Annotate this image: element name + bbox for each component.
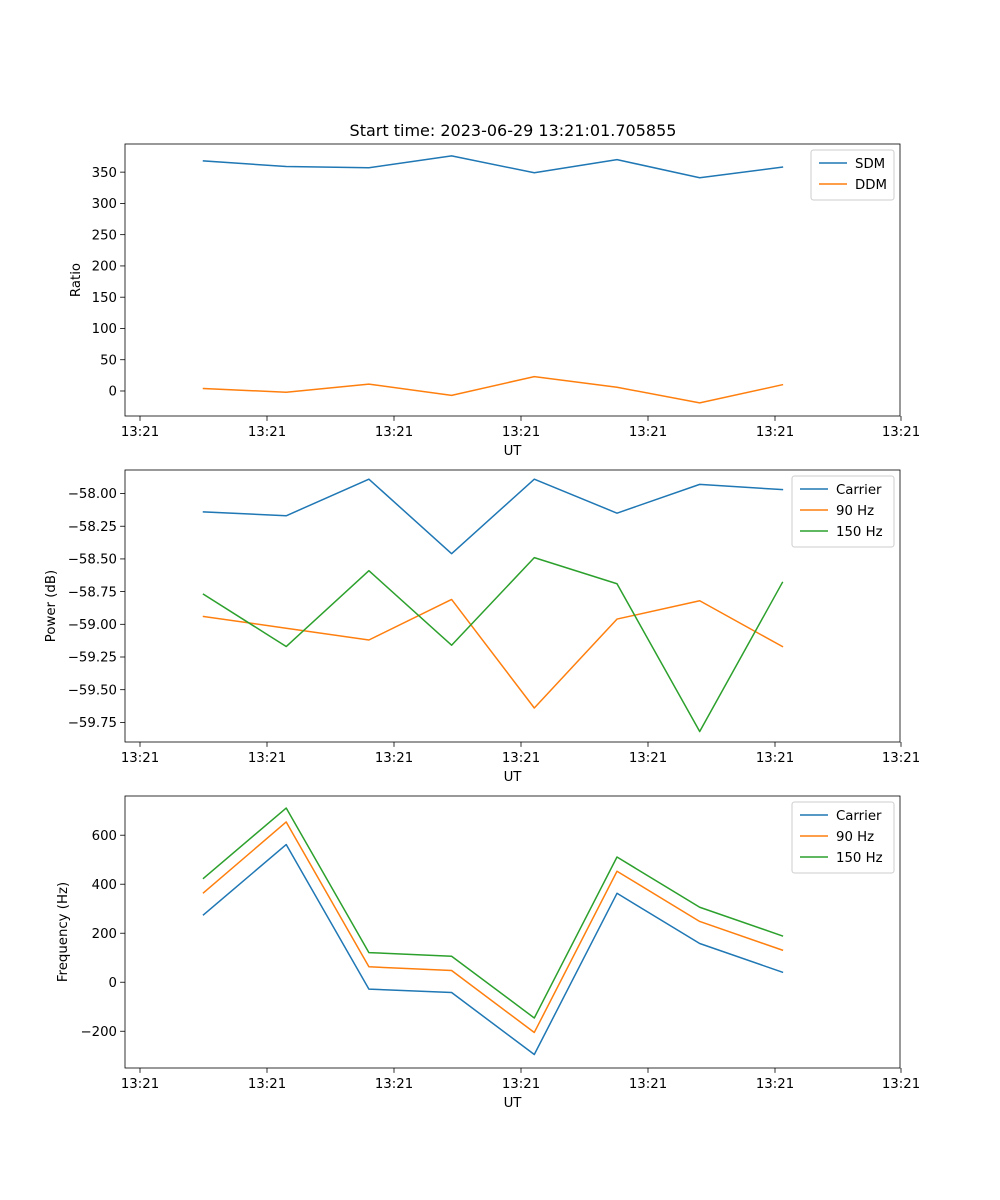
y-tick-label: 300 (92, 197, 117, 212)
y-tick-label: −58.25 (68, 520, 117, 535)
frequency-panel: 13:21 13:21 13:21 13:21 13:21 13:21 13:21 −200 0… (56, 795, 920, 1111)
y-tick-label: 250 (92, 228, 117, 243)
y-tick-label: −59.50 (68, 683, 117, 698)
x-tick-label: 13:21 (121, 1077, 159, 1092)
y-tick-label: 400 (92, 878, 117, 893)
power-panel: 13:21 13:21 13:21 13:21 13:21 13:21 13:21 −59.7… (44, 469, 920, 785)
x-tick-label: 13:21 (629, 1077, 667, 1092)
x-tick-label: 13:21 (882, 1077, 920, 1092)
series-line-sdm (202, 155, 784, 179)
x-axis-label: UT (504, 1096, 523, 1111)
y-tick-label: −59.25 (68, 651, 117, 666)
legend-box (791, 475, 895, 548)
y-tick-label: 200 (92, 260, 117, 275)
y-tick-label: 200 (92, 927, 117, 942)
y-axis-label: Frequency (Hz) (56, 882, 71, 982)
ratio-panel: 13:21 13:21 13:21 13:21 13:21 13:21 13:21 0 50 10… (69, 143, 920, 459)
legend-label: 150 Hz (836, 851, 883, 866)
axes-frame (124, 143, 901, 417)
x-tick-label: 13:21 (882, 425, 920, 440)
x-tick-label: 13:21 (121, 751, 159, 766)
series-line-carrier (202, 843, 784, 1056)
y-tick-label: 100 (92, 322, 117, 337)
y-tick-label: −58.00 (68, 487, 117, 502)
x-tick-label: 13:21 (121, 425, 159, 440)
legend: Carrier 90 Hz 150 Hz (791, 475, 895, 548)
x-tick-label: 13:21 (375, 751, 413, 766)
x-tick-label: 13:21 (502, 1077, 540, 1092)
y-tick-label: −59.75 (68, 716, 117, 731)
x-tick-label: 13:21 (248, 425, 286, 440)
x-tick-label: 13:21 (756, 425, 794, 440)
x-tick-label: 13:21 (502, 751, 540, 766)
series-line-90-hz (202, 598, 784, 709)
y-axis-label: Power (dB) (44, 570, 59, 642)
series-line-90-hz (202, 821, 784, 1034)
legend-label: DDM (855, 178, 887, 193)
axes-frame (124, 469, 901, 743)
legend-label: Carrier (836, 483, 882, 498)
legend: Carrier 90 Hz 150 Hz (791, 801, 895, 874)
legend: SDM DDM (810, 149, 895, 201)
y-tick-label: −58.75 (68, 585, 117, 600)
x-axis-label: UT (504, 770, 523, 785)
x-tick-label: 13:21 (248, 751, 286, 766)
y-tick-label: 350 (92, 166, 117, 181)
x-tick-label: 13:21 (756, 751, 794, 766)
legend-label: Carrier (836, 809, 882, 824)
legend-label: 150 Hz (836, 525, 883, 540)
series-line-ddm (202, 375, 784, 404)
axes-frame (124, 795, 901, 1069)
series-line-150-hz (202, 807, 784, 1019)
y-tick-label: 150 (92, 291, 117, 306)
x-tick-label: 13:21 (375, 1077, 413, 1092)
y-axis-label: Ratio (69, 263, 84, 297)
x-tick-label: 13:21 (629, 425, 667, 440)
x-tick-label: 13:21 (502, 425, 540, 440)
x-tick-label: 13:21 (882, 751, 920, 766)
x-tick-label: 13:21 (756, 1077, 794, 1092)
y-tick-label: 0 (109, 976, 117, 991)
series-line-150-hz (202, 556, 784, 733)
y-tick-label: 0 (109, 385, 117, 400)
x-tick-label: 13:21 (375, 425, 413, 440)
y-tick-label: 600 (92, 829, 117, 844)
x-tick-label: 13:21 (248, 1077, 286, 1092)
x-tick-label: 13:21 (629, 751, 667, 766)
chart-title: Start time: 2023-06-29 13:21:01.705855 (350, 121, 677, 140)
legend-box (791, 801, 895, 874)
y-tick-label: 50 (100, 353, 117, 368)
series-line-carrier (202, 478, 784, 555)
legend-label: 90 Hz (836, 830, 874, 845)
y-tick-label: −200 (80, 1025, 117, 1040)
legend-label: 90 Hz (836, 504, 874, 519)
x-axis-label: UT (504, 444, 523, 459)
legend-label: SDM (855, 157, 885, 172)
y-tick-label: −58.50 (68, 553, 117, 568)
y-tick-label: −59.00 (68, 618, 117, 633)
